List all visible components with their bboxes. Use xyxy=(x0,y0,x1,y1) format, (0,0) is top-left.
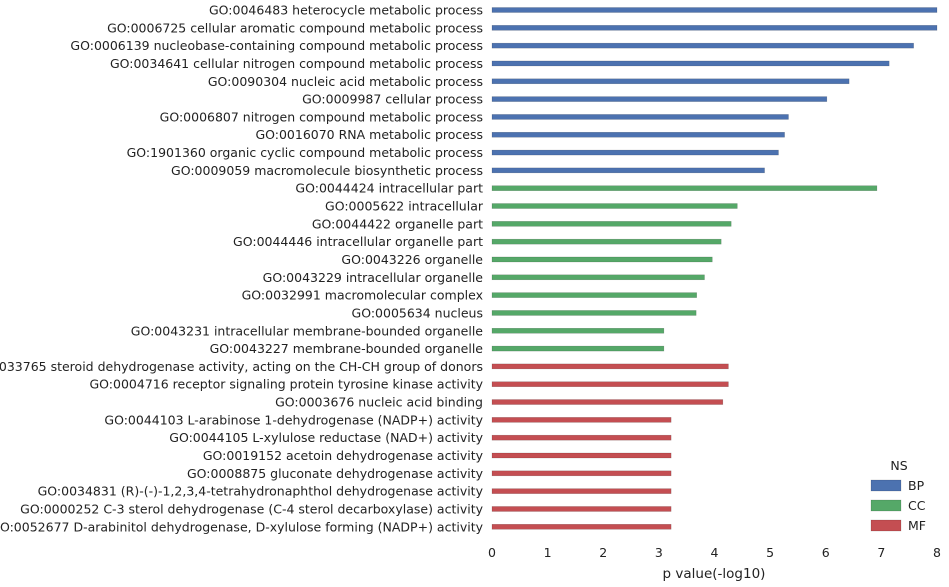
category-label: GO:0046483 heterocycle metabolic process xyxy=(209,3,483,18)
bar-cc xyxy=(491,345,665,352)
bar-mf xyxy=(491,524,672,530)
category-label: GO:0003676 nucleic acid binding xyxy=(275,395,483,410)
bar-mf xyxy=(491,417,672,423)
x-tick-label: 5 xyxy=(766,545,774,560)
bar-bp xyxy=(491,60,890,67)
bar-cc xyxy=(491,256,713,263)
category-label: GO:0000252 C-3 sterol dehydrogenase (C-4… xyxy=(20,501,483,516)
category-label: GO:0034831 (R)-(-)-1,2,3,4-tetrahydronap… xyxy=(38,484,484,499)
legend-swatch-cc xyxy=(870,499,902,512)
category-label: GO:0052677 D-arabinitol dehydrogenase, D… xyxy=(0,519,484,534)
x-tick-label: 7 xyxy=(877,545,885,560)
legend-label-cc: CC xyxy=(908,498,926,513)
bar-bp xyxy=(491,25,938,31)
category-label: GO:0006725 cellular aromatic compound me… xyxy=(107,20,483,35)
category-label: GO:0008875 gluconate dehydrogenase activ… xyxy=(187,466,484,481)
bar-cc xyxy=(491,292,697,298)
category-label: GO:0090304 nucleic acid metabolic proces… xyxy=(208,74,483,89)
category-label: GO:0009059 macromolecule biosynthetic pr… xyxy=(171,163,483,178)
category-label: GO:0034641 cellular nitrogen compound me… xyxy=(110,56,483,71)
category-label: GO:0016070 RNA metabolic process xyxy=(255,127,483,142)
bar-bp xyxy=(491,114,789,120)
bar-mf xyxy=(491,452,672,459)
category-label: GO:0006139 nucleobase-containing compoun… xyxy=(70,38,483,53)
category-label: GO:0044446 intracellular organelle part xyxy=(233,234,483,249)
x-tick-label: 1 xyxy=(544,545,552,560)
x-axis: p value(-log10) 0 1 2 3 4 5 6 7 8 xyxy=(488,545,941,582)
bar-cc xyxy=(491,185,878,191)
category-label: GO:0043231 intracellular membrane-bounde… xyxy=(131,323,484,338)
x-axis-title: p value(-log10) xyxy=(663,566,766,582)
bar-mf xyxy=(491,488,672,494)
category-label: GO:1901360 organic cyclic compound metab… xyxy=(127,145,483,160)
legend-label-bp: BP xyxy=(908,478,925,493)
bar-bp xyxy=(491,7,938,13)
bars-layer xyxy=(491,7,938,530)
category-label: GO:0043226 organelle xyxy=(341,252,483,267)
bar-cc xyxy=(491,310,697,316)
x-tick-label: 8 xyxy=(933,545,941,560)
category-label: GO:0009987 cellular process xyxy=(302,92,483,107)
category-label: GO:0044422 organelle part xyxy=(312,216,483,231)
category-label: GO:0033765 steroid dehydrogenase activit… xyxy=(0,359,483,374)
bar-bp xyxy=(491,78,850,85)
category-labels: GO:0046483 heterocycle metabolic process… xyxy=(0,3,484,535)
bar-mf xyxy=(491,506,672,512)
bar-bp xyxy=(491,131,785,138)
category-label: GO:0044105 L-xylulose reductase (NAD+) a… xyxy=(169,430,483,445)
bar-cc xyxy=(491,274,705,281)
x-tick-label: 3 xyxy=(655,545,663,560)
bar-bp xyxy=(491,149,779,156)
bar-bp xyxy=(491,167,765,174)
category-label: GO:0019152 acetoin dehydrogenase activit… xyxy=(203,448,484,463)
category-label: GO:0006807 nitrogen compound metabolic p… xyxy=(160,109,483,124)
category-label: GO:0043227 membrane-bounded organelle xyxy=(210,341,484,356)
legend-swatch-mf xyxy=(870,519,902,532)
bar-mf xyxy=(491,363,729,370)
category-label: GO:0043229 intracellular organelle xyxy=(263,270,484,285)
legend-swatch-bp xyxy=(870,479,902,492)
bar-mf xyxy=(491,381,729,387)
x-tick-label: 4 xyxy=(711,545,719,560)
category-label: GO:0004716 receptor signaling protein ty… xyxy=(90,377,484,392)
bar-mf xyxy=(491,399,724,405)
category-label: GO:0044103 L-arabinose 1-dehydrogenase (… xyxy=(104,412,483,427)
category-label: GO:0005622 intracellular xyxy=(325,199,484,214)
bar-mf xyxy=(491,470,672,477)
legend: NS BP CC MF xyxy=(870,458,926,533)
category-label: GO:0032991 macromolecular complex xyxy=(242,288,483,303)
bar-bp xyxy=(491,42,914,49)
legend-title: NS xyxy=(890,458,907,473)
bar-cc xyxy=(491,328,665,334)
bar-bp xyxy=(491,96,828,102)
x-tick-label: 2 xyxy=(599,545,607,560)
x-tick-label: 6 xyxy=(822,545,830,560)
category-label: GO:0005634 nucleus xyxy=(352,305,483,320)
bar-cc xyxy=(491,203,738,209)
x-tick-label: 0 xyxy=(488,545,496,560)
category-label: GO:0044424 intracellular part xyxy=(295,181,483,196)
legend-label-mf: MF xyxy=(908,518,926,533)
bar-cc xyxy=(491,221,732,227)
bar-cc xyxy=(491,238,722,245)
bar-mf xyxy=(491,434,672,441)
